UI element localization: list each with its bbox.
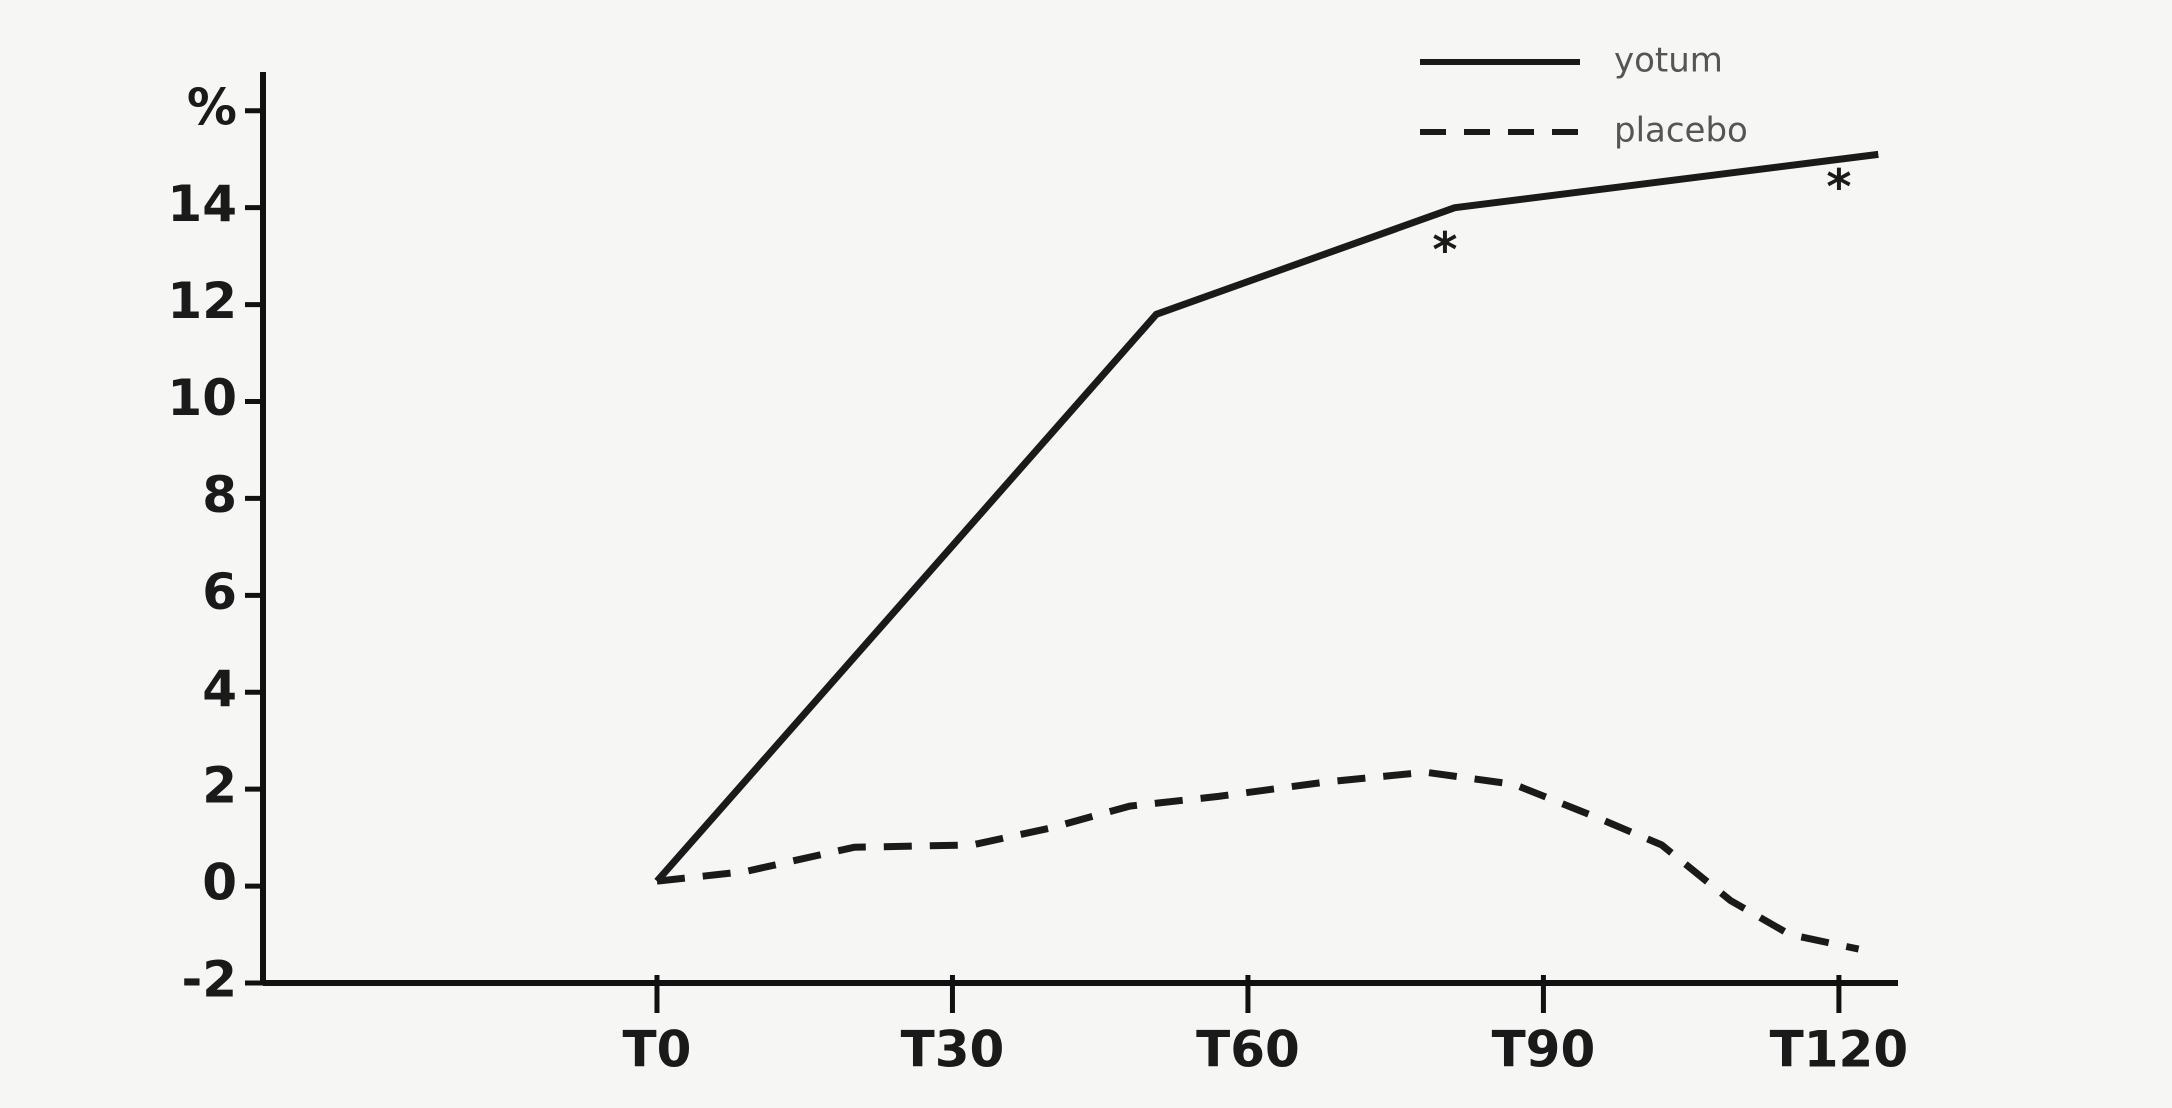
legend-label: yotum: [1614, 41, 1723, 81]
y-tick-label: 4: [202, 660, 237, 718]
x-tick-label: T30: [901, 1021, 1005, 1079]
annotation: *: [1432, 223, 1457, 279]
line-series: [656, 768, 1860, 953]
y-tick-label: 6: [202, 563, 237, 621]
line-series: [654, 150, 1879, 884]
y-tick-label: 12: [167, 272, 237, 330]
x-tick-label: T90: [1492, 1021, 1596, 1079]
legend-label: placebo: [1614, 111, 1748, 151]
y-tick-label: 0: [202, 854, 237, 912]
x-tick-label: T60: [1196, 1021, 1300, 1079]
y-tick-label: 10: [167, 369, 237, 427]
annotation: *: [1826, 160, 1851, 216]
x-tick-label: T0: [623, 1021, 692, 1079]
y-tick-label: 2: [202, 757, 237, 815]
y-tick-label: 8: [202, 466, 237, 524]
y-tick-label: 14: [167, 175, 237, 233]
y-tick-label: -2: [181, 951, 237, 1009]
x-tick-label: T120: [1770, 1021, 1908, 1079]
y-tick-label: %: [187, 78, 237, 136]
